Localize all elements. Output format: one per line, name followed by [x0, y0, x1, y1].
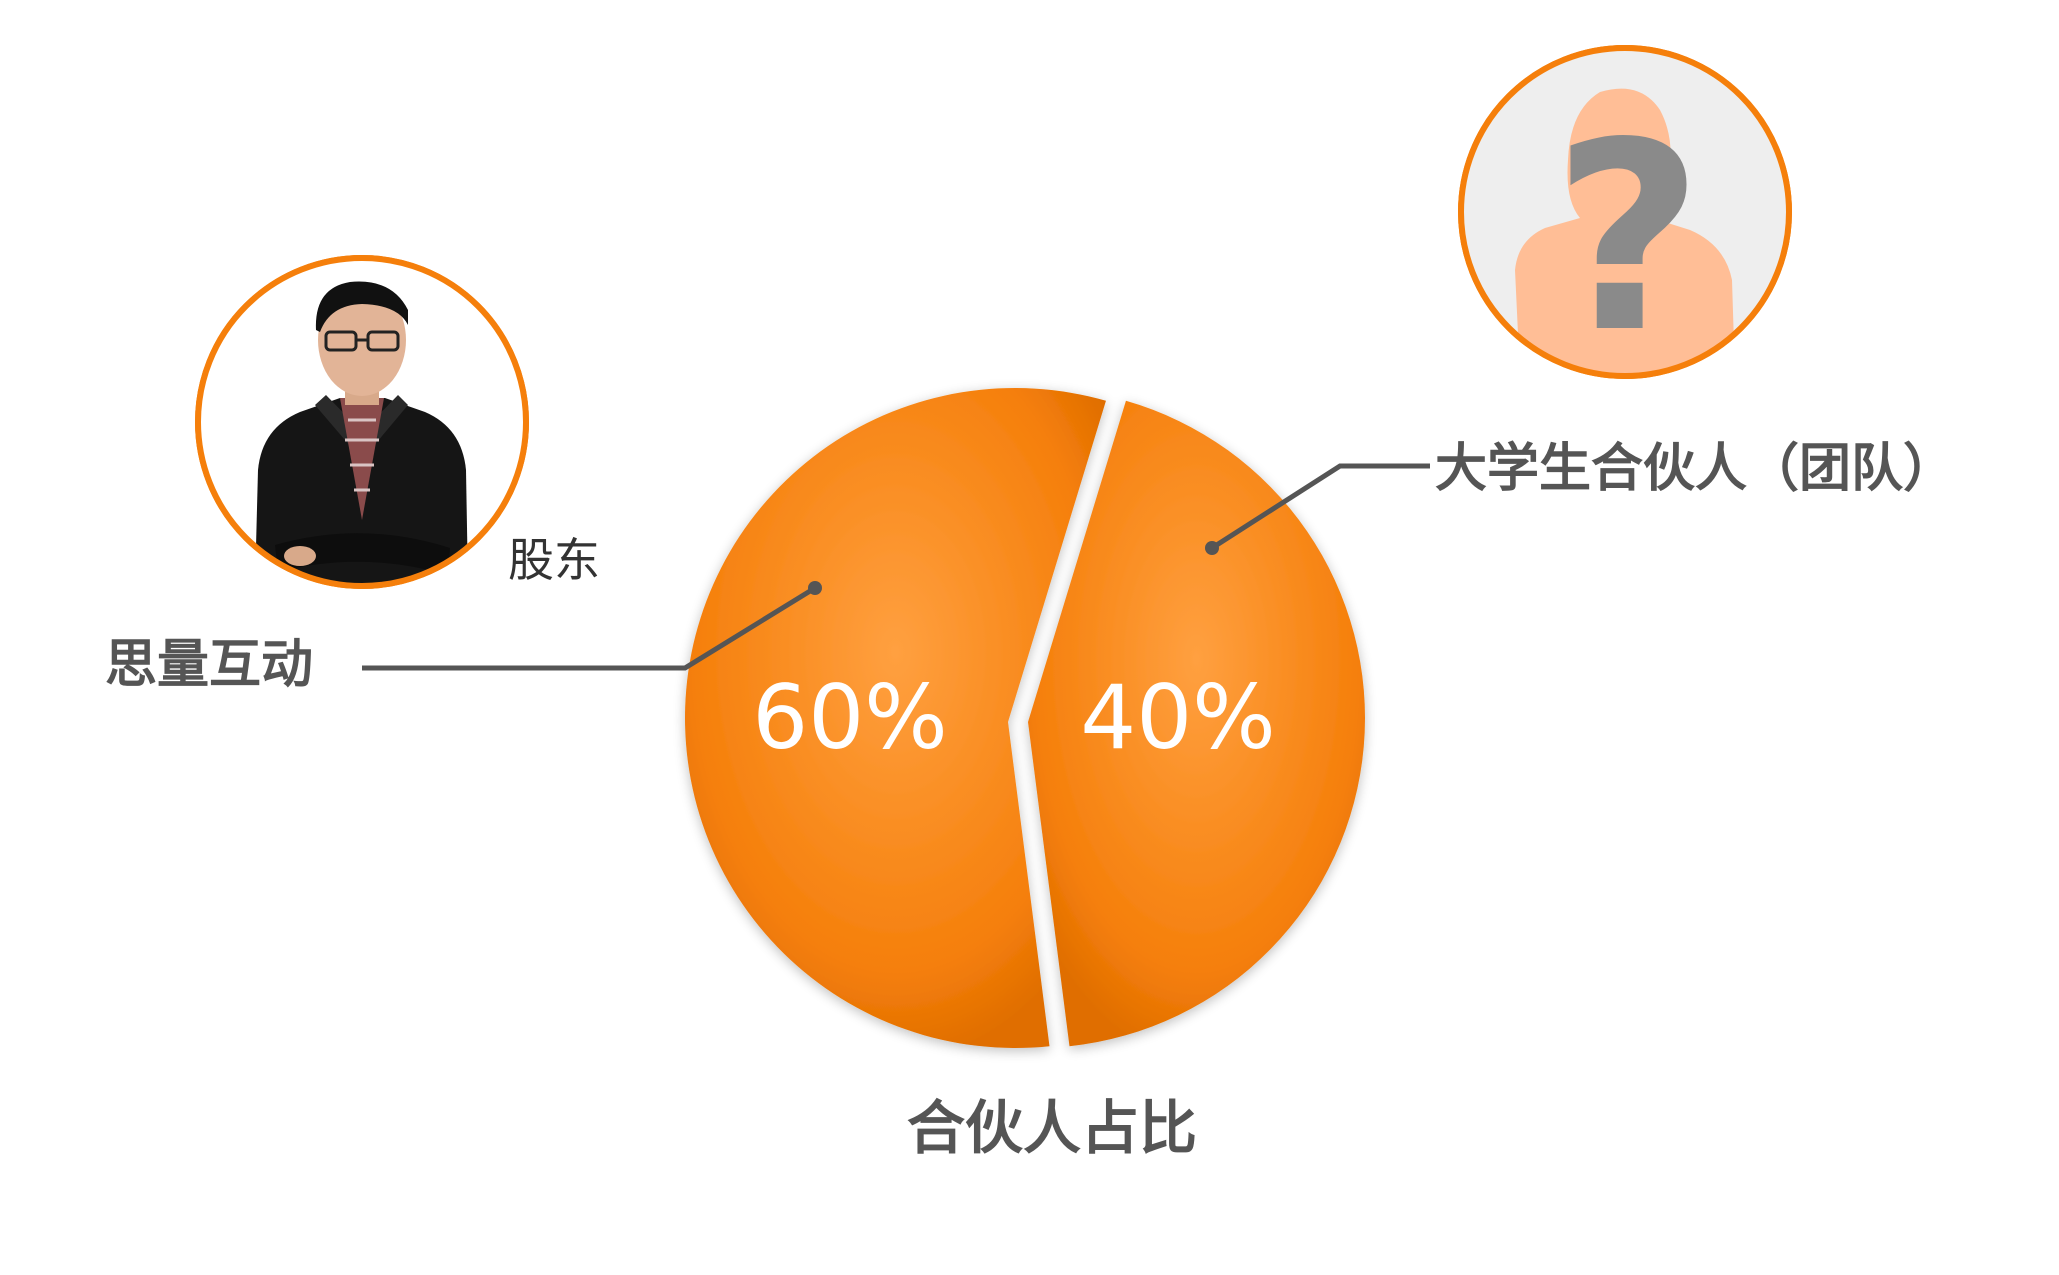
leader-dot-shareholder	[808, 581, 822, 595]
slice-value-60: 60%	[752, 666, 948, 769]
pie-slice-shareholder	[685, 388, 1106, 1048]
label-siliang: 思量互动	[105, 635, 313, 695]
leader-dot-partner	[1205, 541, 1219, 555]
label-student-partner: 大学生合伙人（团队）	[1435, 439, 1955, 499]
unknown-person-question-icon: ?	[1515, 88, 1735, 390]
label-shareholder: 股东	[508, 533, 600, 587]
slice-value-40: 40%	[1080, 666, 1276, 769]
leader-line-shareholder	[362, 585, 817, 671]
person-photo-icon	[255, 281, 468, 584]
partner-avatar: ?	[1458, 45, 1792, 390]
pie-slice-partner	[1028, 400, 1365, 1047]
leader-line-partner	[1210, 463, 1430, 551]
shareholder-avatar	[195, 255, 529, 589]
svg-text:?: ?	[1553, 88, 1704, 390]
chart-title: 合伙人占比	[907, 1094, 1197, 1162]
